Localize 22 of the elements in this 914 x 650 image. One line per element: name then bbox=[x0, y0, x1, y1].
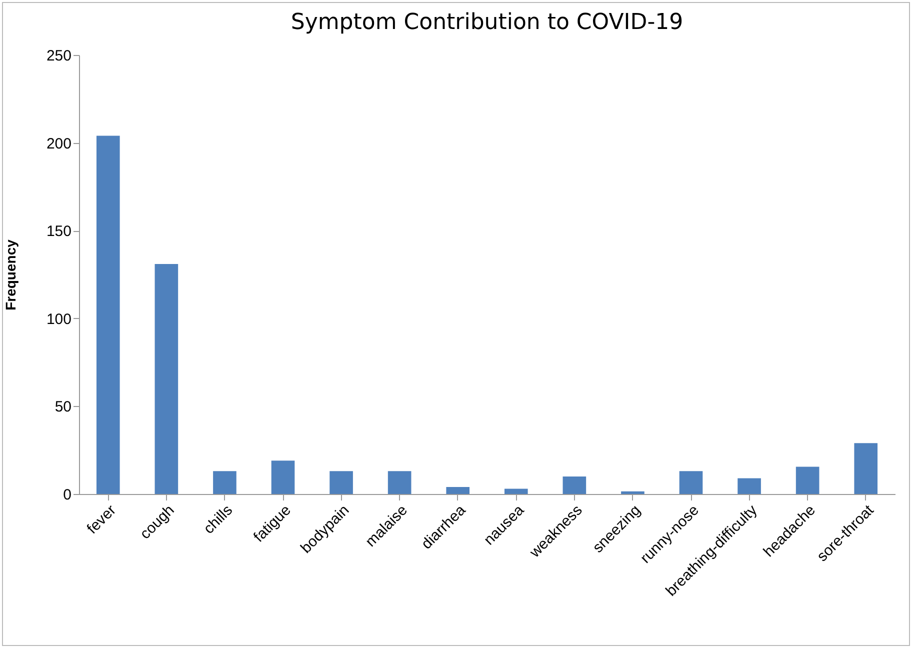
bar bbox=[796, 466, 820, 494]
bar bbox=[213, 471, 236, 494]
y-tick-label: 250 bbox=[46, 48, 72, 64]
y-axis-title: Frequency bbox=[2, 239, 18, 310]
bar bbox=[330, 471, 353, 494]
bar bbox=[154, 264, 178, 494]
bar bbox=[562, 476, 586, 494]
bar bbox=[854, 443, 878, 494]
bar bbox=[446, 486, 470, 494]
bar bbox=[679, 471, 703, 494]
chart-title: Symptom Contribution to COVID-19 bbox=[290, 10, 684, 35]
y-tick-label: 0 bbox=[63, 486, 72, 504]
bar bbox=[504, 488, 528, 494]
y-tick-label: 50 bbox=[54, 398, 72, 416]
bar bbox=[621, 491, 644, 494]
y-tick-label: 200 bbox=[46, 135, 72, 152]
bar bbox=[388, 471, 412, 494]
y-tick-label: 150 bbox=[46, 223, 72, 240]
bar bbox=[271, 460, 295, 494]
bar bbox=[738, 478, 761, 494]
y-tick-label: 100 bbox=[46, 310, 72, 328]
bar bbox=[96, 136, 120, 494]
